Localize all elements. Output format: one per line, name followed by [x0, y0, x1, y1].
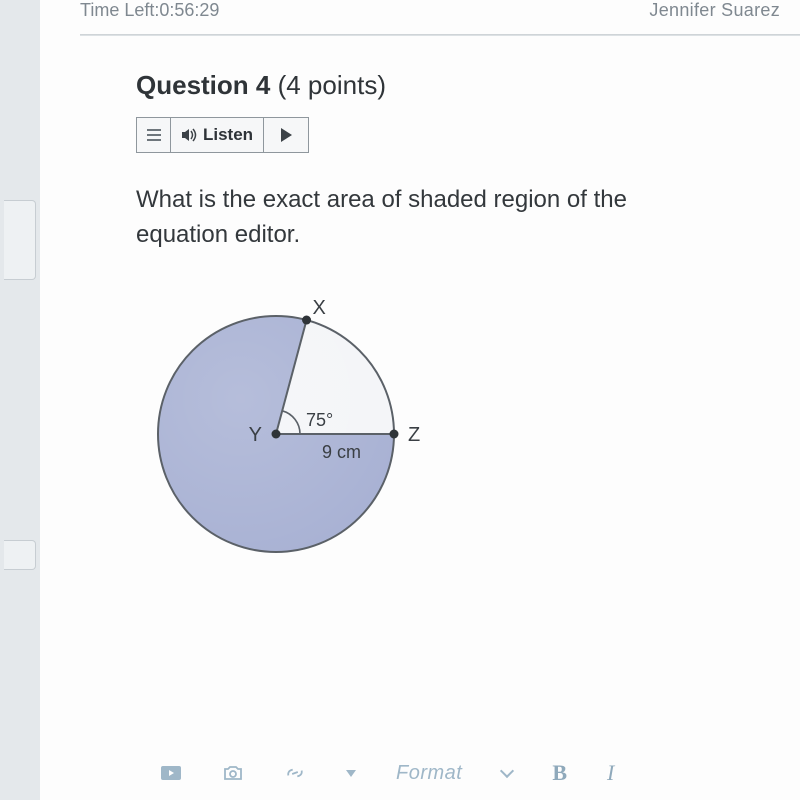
listen-play-button[interactable] — [264, 118, 308, 152]
link-icon[interactable] — [284, 764, 306, 782]
chevron-down-icon[interactable] — [500, 764, 514, 778]
speaker-icon — [181, 128, 197, 142]
circle-diagram: X Y Z 75° 9 cm — [126, 279, 466, 579]
side-tab-small[interactable] — [4, 540, 36, 570]
editor-toolbar: Format B I — [160, 760, 800, 786]
camera-icon[interactable] — [222, 764, 244, 782]
question-points: (4 points) — [278, 70, 386, 100]
prompt-line: What is the exact area of shaded region … — [136, 183, 796, 218]
prompt-line: equation editor. — [136, 218, 796, 253]
question-number: Question 4 — [136, 70, 270, 100]
listen-menu-button[interactable] — [137, 118, 171, 152]
question-header: Question 4 (4 points) — [136, 70, 800, 101]
format-dropdown[interactable]: Format — [396, 762, 462, 785]
listen-label: Listen — [203, 125, 253, 145]
left-edge-tabs — [0, 80, 40, 780]
video-icon[interactable] — [160, 764, 182, 782]
svg-text:Z: Z — [408, 424, 420, 446]
svg-text:9 cm: 9 cm — [322, 442, 361, 462]
side-tab[interactable] — [4, 200, 36, 280]
header-divider — [80, 34, 800, 36]
svg-text:Y: Y — [249, 424, 262, 446]
italic-button[interactable]: I — [607, 760, 614, 786]
time-left-label: Time Left:0:56:29 — [80, 0, 219, 26]
play-icon — [281, 128, 292, 142]
listen-button[interactable]: Listen — [171, 118, 264, 152]
bold-button[interactable]: B — [552, 760, 567, 786]
page-surface: Time Left:0:56:29 Jennifer Suarez Questi… — [40, 0, 800, 800]
dropdown-caret-icon[interactable] — [346, 770, 356, 777]
question-prompt: What is the exact area of shaded region … — [136, 183, 796, 253]
user-name-label: Jennifer Suarez — [649, 0, 780, 26]
svg-text:X: X — [313, 297, 326, 319]
listen-toolbar: Listen — [136, 117, 309, 153]
diagram-container: X Y Z 75° 9 cm — [126, 279, 800, 584]
top-status-bar: Time Left:0:56:29 Jennifer Suarez — [80, 0, 800, 26]
question-content: Question 4 (4 points) Listen — [40, 0, 800, 584]
svg-text:75°: 75° — [306, 410, 333, 430]
